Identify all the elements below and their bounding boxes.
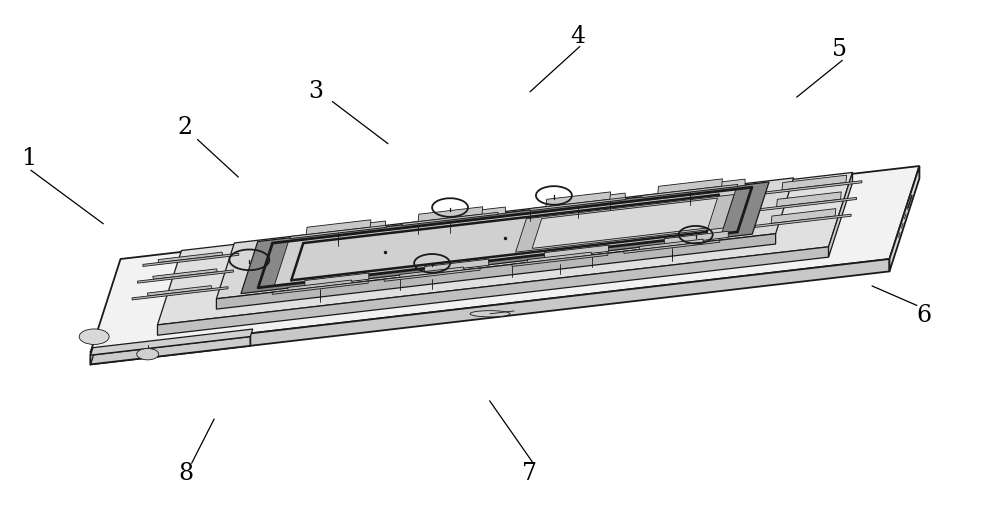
Polygon shape: [561, 193, 625, 207]
Polygon shape: [755, 214, 851, 227]
Polygon shape: [639, 239, 704, 250]
Polygon shape: [782, 175, 847, 190]
Polygon shape: [532, 198, 717, 248]
Polygon shape: [153, 269, 217, 279]
Polygon shape: [527, 252, 592, 263]
Polygon shape: [91, 259, 889, 364]
Polygon shape: [771, 209, 836, 223]
Polygon shape: [761, 197, 857, 211]
Polygon shape: [305, 273, 369, 286]
Polygon shape: [658, 179, 722, 194]
Polygon shape: [91, 329, 253, 355]
Text: 3: 3: [308, 80, 323, 103]
Polygon shape: [132, 286, 228, 300]
Polygon shape: [272, 281, 368, 294]
Polygon shape: [777, 192, 841, 207]
Polygon shape: [399, 267, 464, 278]
Polygon shape: [530, 197, 626, 211]
Polygon shape: [512, 253, 608, 266]
Polygon shape: [138, 270, 233, 283]
Circle shape: [79, 329, 109, 344]
Polygon shape: [91, 337, 250, 364]
Polygon shape: [216, 234, 776, 309]
Polygon shape: [889, 166, 919, 271]
Polygon shape: [290, 225, 386, 239]
Polygon shape: [216, 178, 794, 299]
Polygon shape: [829, 172, 853, 257]
Polygon shape: [384, 268, 480, 281]
Polygon shape: [766, 181, 862, 194]
Polygon shape: [624, 240, 720, 253]
Polygon shape: [91, 166, 919, 352]
Polygon shape: [147, 285, 212, 296]
Polygon shape: [306, 220, 371, 235]
Text: 4: 4: [570, 25, 585, 48]
Polygon shape: [516, 195, 734, 252]
Polygon shape: [418, 207, 483, 222]
Polygon shape: [157, 172, 853, 325]
Polygon shape: [143, 253, 239, 266]
Text: 5: 5: [832, 38, 847, 61]
Text: 7: 7: [522, 462, 537, 485]
Polygon shape: [402, 212, 498, 225]
Polygon shape: [91, 348, 93, 364]
Text: 2: 2: [178, 116, 193, 139]
Polygon shape: [441, 207, 505, 221]
Polygon shape: [241, 182, 769, 294]
Polygon shape: [546, 192, 611, 207]
Polygon shape: [681, 179, 745, 193]
Polygon shape: [274, 190, 736, 286]
Text: 6: 6: [917, 305, 932, 327]
Polygon shape: [322, 221, 386, 235]
Circle shape: [137, 349, 159, 360]
Polygon shape: [157, 247, 829, 335]
Text: 1: 1: [21, 147, 36, 170]
Polygon shape: [664, 231, 728, 245]
Ellipse shape: [470, 311, 510, 317]
Polygon shape: [642, 184, 738, 198]
Polygon shape: [288, 280, 352, 291]
Polygon shape: [425, 259, 489, 273]
Polygon shape: [545, 245, 608, 259]
Polygon shape: [158, 252, 223, 263]
Text: 8: 8: [178, 462, 193, 485]
